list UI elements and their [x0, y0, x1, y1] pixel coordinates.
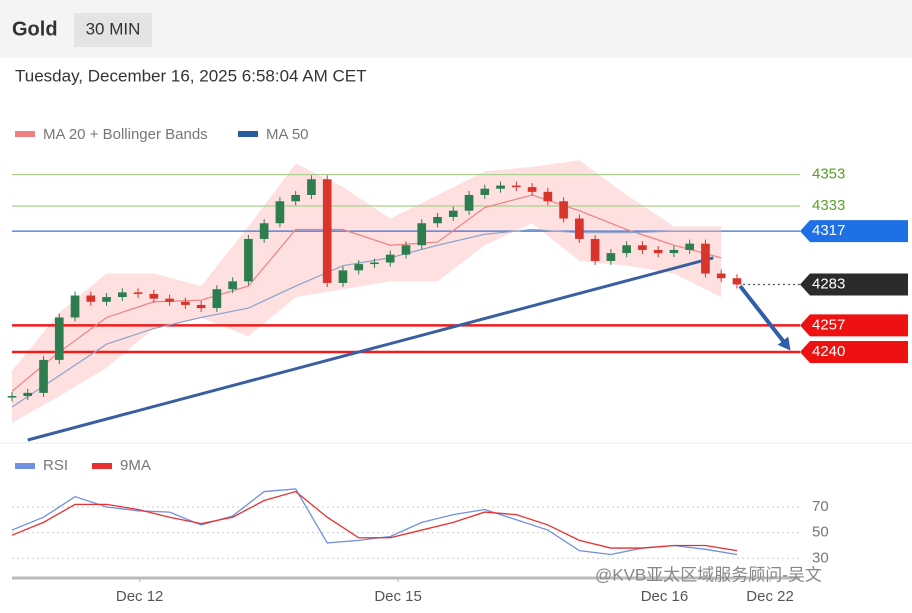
candle [354, 264, 364, 271]
candle [622, 245, 631, 254]
candle [86, 295, 96, 302]
legend-swatch [238, 131, 258, 137]
candle [54, 317, 64, 360]
candle [433, 216, 442, 224]
candle [701, 243, 710, 274]
candle [448, 210, 458, 217]
candle [669, 249, 679, 254]
x-tick-label: Dec 12 [116, 588, 164, 605]
arrow-head [777, 336, 791, 351]
trendline [27, 256, 714, 442]
level-badge [800, 273, 908, 296]
candle [638, 245, 647, 250]
candle [370, 262, 379, 265]
candle [149, 293, 159, 299]
x-tick-label: Dec 15 [374, 588, 422, 605]
candle [307, 179, 316, 195]
candle [732, 278, 742, 285]
level-badge [800, 341, 908, 364]
y-tick-label: 50 [812, 524, 829, 541]
candle [543, 191, 553, 202]
level-badge [800, 314, 908, 337]
candle [275, 201, 285, 224]
candle [496, 185, 505, 189]
candle [39, 359, 48, 393]
candle [133, 292, 143, 294]
candle [102, 297, 111, 302]
timeframe-box[interactable] [74, 13, 152, 47]
arrow-shaft [738, 284, 786, 343]
candle [181, 301, 190, 305]
candle [575, 218, 584, 239]
candle [291, 194, 301, 202]
candle [196, 304, 206, 309]
candle [716, 273, 726, 279]
y-tick-label: 30 [812, 549, 829, 566]
legend-label: RSI [43, 457, 68, 474]
level-label: 4317 [812, 222, 845, 239]
y-tick-label: 70 [812, 498, 829, 515]
candle [212, 289, 222, 309]
candle [559, 201, 568, 219]
x-tick-label: Dec 22 [746, 588, 794, 605]
chart-layer: 4353 4333 4317 4283 4257 4240 MA 20 + Bollinge… [7, 126, 908, 605]
bollinger-band [12, 160, 722, 423]
candle [480, 188, 490, 195]
candle [322, 179, 332, 283]
candle [385, 254, 395, 263]
candle [244, 238, 253, 282]
candle [464, 194, 474, 211]
timestamp: Tuesday, December 16, 2025 6:58:04 AM CE… [15, 66, 367, 85]
legend-swatch [15, 463, 35, 469]
x-tick-label: Dec 16 [641, 588, 689, 605]
legend-label: MA 50 [266, 126, 309, 143]
candle [417, 223, 427, 246]
candle [606, 253, 616, 261]
candle [228, 281, 237, 290]
indicator-line [11, 490, 738, 552]
instrument: Gold [12, 18, 58, 40]
level-label: 4353 [812, 166, 845, 183]
timeframe[interactable]: 30 MIN [86, 19, 141, 38]
indicator-line [11, 488, 738, 556]
candle [511, 185, 521, 188]
candle [685, 243, 695, 250]
level-label: 4257 [812, 316, 845, 333]
level-badge [800, 220, 908, 243]
legend-swatch [15, 131, 35, 137]
candle [653, 249, 663, 254]
legend-label: MA 20 + Bollinger Bands [43, 126, 208, 143]
candle [259, 223, 269, 239]
candle [401, 245, 411, 255]
ma-line [11, 194, 722, 392]
level-label: 4333 [812, 197, 845, 214]
candle [590, 238, 600, 261]
level-label: 4240 [812, 343, 845, 360]
legend-label: 9MA [120, 457, 151, 474]
candle [165, 298, 174, 302]
candle [7, 396, 17, 398]
candle [23, 392, 33, 397]
watermark: @KVB亚太区域服务顾问-吴文 [595, 565, 822, 584]
ma-line [11, 228, 722, 408]
level-label: 4283 [812, 275, 845, 292]
candle [527, 187, 537, 192]
candle [70, 295, 80, 318]
candle [338, 270, 348, 283]
legend-swatch [92, 463, 112, 469]
candle [117, 292, 127, 298]
